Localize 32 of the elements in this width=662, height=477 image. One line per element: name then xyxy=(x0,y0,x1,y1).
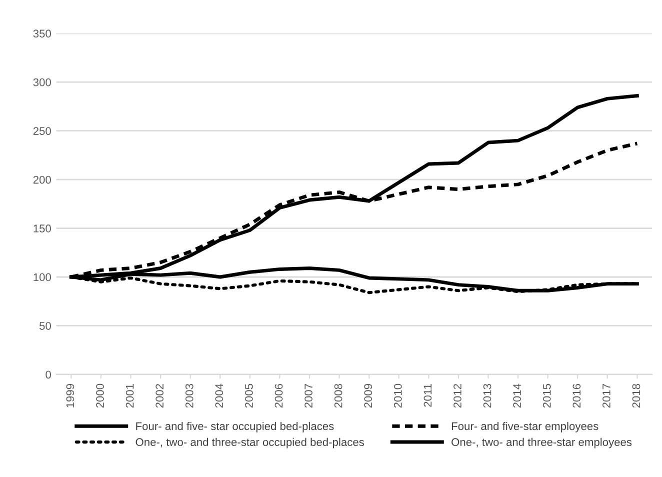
x-tick-label: 2010 xyxy=(394,384,402,408)
x-tick-label: 2014 xyxy=(513,384,521,408)
x-tick-label: 2002 xyxy=(156,384,164,408)
x-tick-label: 1999 xyxy=(66,384,74,408)
y-tick-label: 50 xyxy=(39,322,51,330)
y-tick-label: 150 xyxy=(34,224,51,232)
x-tick-label: 2004 xyxy=(215,384,224,408)
x-tick-label: 2018 xyxy=(632,384,640,408)
y-tick-label: 250 xyxy=(33,127,51,135)
x-tick-label: 2009 xyxy=(364,384,372,408)
y-tick-label: 0 xyxy=(46,370,51,379)
x-tick-label: 2011 xyxy=(424,384,432,407)
x-tick-label: 2006 xyxy=(274,384,283,408)
x-tick-label: 2015 xyxy=(542,384,551,408)
x-tick-label: 2001 xyxy=(126,384,134,408)
x-tick-label: 2003 xyxy=(185,384,194,408)
legend-label: Four- and five-star employees xyxy=(452,422,598,432)
y-tick-label: 350 xyxy=(33,30,51,38)
legend-label: One-, two- and three-star employees xyxy=(452,438,632,448)
x-tick-label: 2000 xyxy=(96,384,104,408)
x-tick-label: 2016 xyxy=(572,384,581,408)
x-tick-label: 2013 xyxy=(483,384,492,408)
y-tick-label: 100 xyxy=(34,273,51,282)
x-tick-label: 2017 xyxy=(602,384,610,408)
y-tick-label: 300 xyxy=(33,78,51,86)
x-tick-label: 2005 xyxy=(245,384,253,408)
legend-label: Four- and five- star occupied bed-places xyxy=(136,422,334,432)
y-tick-label: 200 xyxy=(33,176,51,184)
legend-label: One-, two- and three-star occupied bed-places xyxy=(136,438,364,448)
x-tick-label: 2012 xyxy=(454,384,462,408)
x-tick-label: 2007 xyxy=(304,384,312,408)
x-tick-label: 2008 xyxy=(334,384,342,408)
